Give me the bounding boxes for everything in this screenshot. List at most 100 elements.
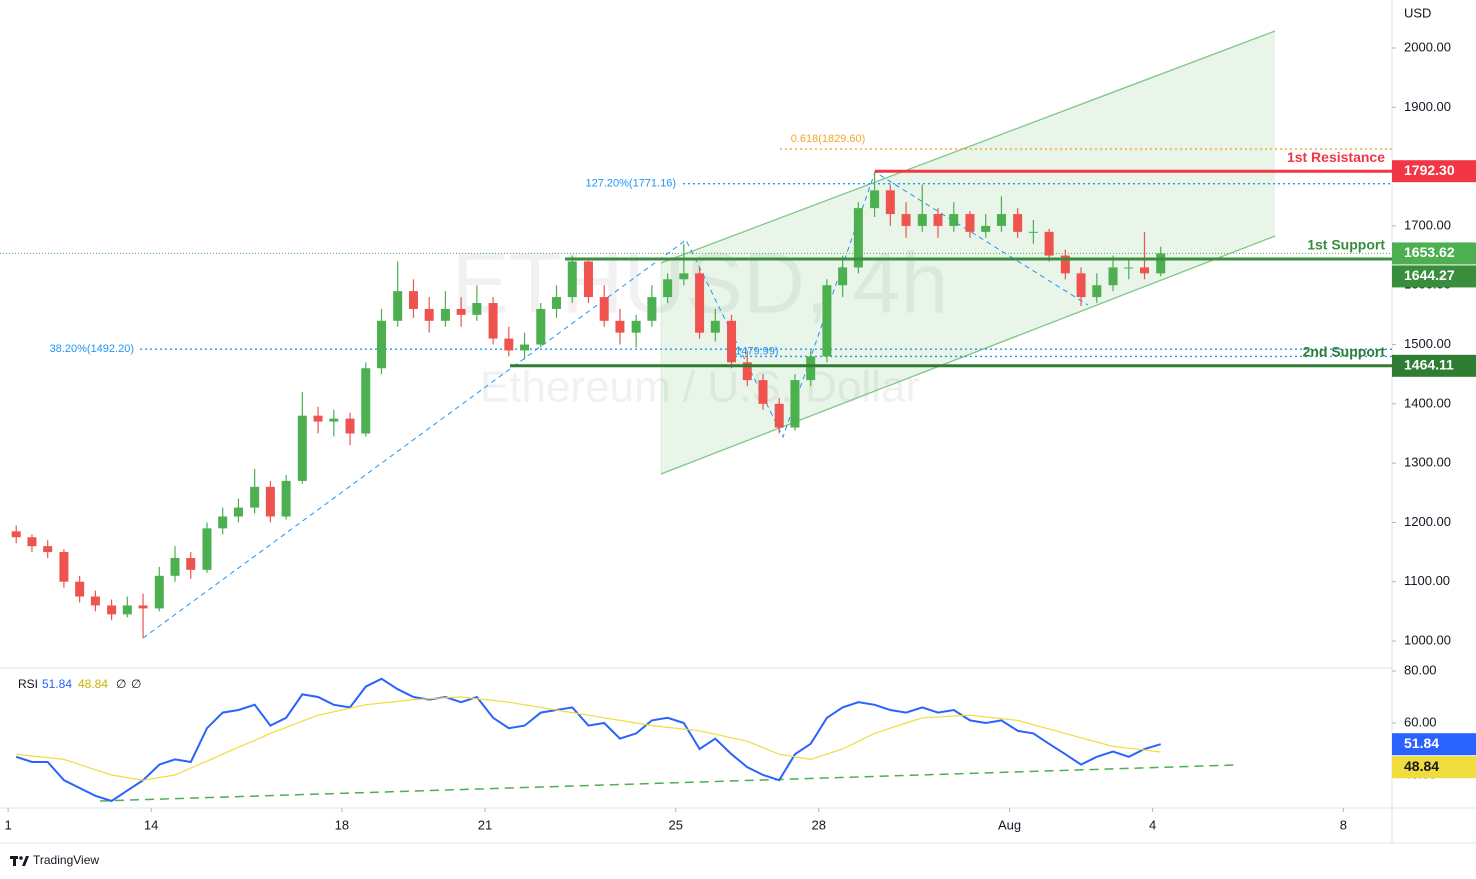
rsi-extra: ∅ xyxy=(131,677,141,691)
candle-body xyxy=(790,380,800,428)
candle-body xyxy=(615,320,625,333)
candle-body xyxy=(853,208,863,268)
candle-body xyxy=(933,214,943,226)
brand: TradingView xyxy=(33,853,99,867)
candle-body xyxy=(27,537,37,547)
candle-body xyxy=(917,214,927,226)
rsi-ma-value: 48.84 xyxy=(78,677,108,691)
rsi-extra: ∅ xyxy=(116,677,126,691)
candle-body xyxy=(138,605,148,609)
candle-body xyxy=(1028,231,1038,233)
candle-body xyxy=(170,558,180,576)
candle-body xyxy=(424,308,434,321)
candle-body xyxy=(90,596,100,606)
x-tick-label: 4 xyxy=(1149,817,1156,832)
rsi-tick-label: 60.00 xyxy=(1404,714,1437,729)
candle-body xyxy=(727,320,737,363)
candle-body xyxy=(472,303,482,315)
candle-body xyxy=(1156,253,1166,274)
candle-body xyxy=(393,291,403,321)
candle-body xyxy=(186,558,196,570)
x-tick-label: 28 xyxy=(812,817,826,832)
candle-body xyxy=(329,418,339,422)
candle-body xyxy=(250,486,260,508)
logo-part xyxy=(13,856,16,866)
price-tag-label: 1464.11 xyxy=(1404,357,1454,373)
candle-body xyxy=(663,279,673,298)
candle-body xyxy=(297,415,307,481)
candle-body xyxy=(567,261,577,298)
candle-body xyxy=(107,605,117,615)
candle-body xyxy=(218,516,228,529)
level-name: 1st Resistance xyxy=(1287,149,1385,165)
candle-body xyxy=(281,480,291,517)
candle-body xyxy=(440,308,450,321)
brand-logo xyxy=(10,856,29,866)
candle-body xyxy=(1124,267,1134,269)
candle-body xyxy=(456,308,466,315)
y-tick-label: 2000.00 xyxy=(1404,39,1451,54)
level-name: 1st Support xyxy=(1307,237,1385,253)
candle-body xyxy=(408,291,418,309)
candle-body xyxy=(43,546,53,553)
x-tick-label: 18 xyxy=(335,817,349,832)
candle-body xyxy=(202,528,212,570)
y-tick-label: 1500.00 xyxy=(1404,336,1451,351)
fib-label: 0.618(1829.60) xyxy=(791,133,866,145)
price-tag-label: 1644.27 xyxy=(1404,267,1455,283)
rsi-ma-line xyxy=(16,696,1161,781)
rsi-tag-label: 48.84 xyxy=(1404,758,1439,774)
x-tick-label: 14 xyxy=(144,817,158,832)
candle-body xyxy=(774,403,784,428)
candle-body xyxy=(1140,267,1150,274)
currency: USD xyxy=(1404,5,1431,20)
price-tag-label: 1653.62 xyxy=(1404,244,1455,260)
fib-label: 127.20%(1771.16) xyxy=(585,178,676,190)
candle-body xyxy=(996,214,1006,226)
x-tick-label: Aug xyxy=(998,817,1021,832)
candle-body xyxy=(536,308,546,345)
candle-body xyxy=(488,303,498,339)
candle-body xyxy=(59,552,69,582)
candle-body xyxy=(1092,285,1102,298)
price-tag xyxy=(1392,265,1476,288)
y-tick-label: 1000.00 xyxy=(1404,632,1451,647)
candle-body xyxy=(806,356,816,381)
candle-body xyxy=(838,267,848,286)
candle-body xyxy=(520,344,530,351)
x-tick-label: 21 xyxy=(478,817,492,832)
rsi-tag-label: 51.84 xyxy=(1404,735,1439,751)
y-tick-label: 1300.00 xyxy=(1404,455,1451,470)
logo-part xyxy=(22,856,29,866)
candle-body xyxy=(154,575,164,609)
candle-body xyxy=(377,320,387,369)
candle-body xyxy=(1013,214,1023,232)
rsi-line xyxy=(15,677,1161,803)
candle-body xyxy=(313,415,323,422)
rsi-name: RSI xyxy=(18,677,38,691)
rsi-value: 51.84 xyxy=(42,677,72,691)
candle-body xyxy=(552,297,562,309)
candle-body xyxy=(822,285,832,357)
candle-body xyxy=(345,418,355,434)
candle-body xyxy=(710,320,720,333)
price-tag xyxy=(1392,354,1476,377)
candle-body xyxy=(885,190,895,215)
channel-upper xyxy=(660,30,1276,264)
y-tick-label: 1200.00 xyxy=(1404,514,1451,529)
candle-body xyxy=(965,214,975,232)
candle-body xyxy=(631,320,641,333)
y-tick-label: 1400.00 xyxy=(1404,395,1451,410)
candle-body xyxy=(949,214,959,226)
fib-label: (1479.99) xyxy=(731,345,778,357)
candle-body xyxy=(742,362,752,381)
y-tick-label: 1100.00 xyxy=(1404,573,1450,588)
candle-body xyxy=(11,531,21,538)
candle-body xyxy=(1060,255,1070,274)
candle-body xyxy=(504,338,514,351)
candle-body xyxy=(361,368,371,434)
y-tick-label: 1700.00 xyxy=(1404,217,1451,232)
candle-body xyxy=(647,297,657,321)
x-tick-label: 8 xyxy=(1340,817,1347,832)
